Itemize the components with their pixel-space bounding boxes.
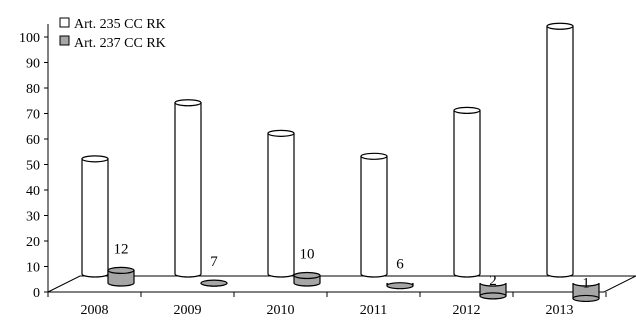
chart-floor — [47, 275, 636, 293]
x-axis: 2008 2009 2010 2011 2012 2013 — [47, 291, 607, 318]
bar-series-1 — [174, 99, 202, 278]
x-tick-label: 2012 — [453, 303, 481, 318]
legend-label-series-1: Art. 235 CC RK — [74, 17, 166, 32]
data-labels: 12 7 10 6 2 1 — [114, 241, 590, 291]
x-tick-label: 2013 — [546, 303, 574, 318]
bar-series-2 — [572, 282, 600, 303]
legend-swatch-series-2 — [59, 35, 70, 46]
bar-series-1-top — [81, 155, 109, 163]
bar-series-2-body — [107, 269, 135, 287]
bar-series-1-body — [546, 25, 574, 278]
y-tick-label: 100 — [19, 31, 40, 46]
bar-series-1-top — [267, 129, 295, 137]
x-tick-label: 2008 — [81, 303, 109, 318]
bar-series-1-top — [360, 152, 388, 160]
bar-series-1 — [267, 129, 295, 278]
data-label: 6 — [396, 257, 404, 273]
x-ticks: 2008 2009 2010 2011 2012 2013 — [47, 292, 607, 318]
y-tick-label: 70 — [26, 108, 40, 123]
y-tick-label: 0 — [33, 286, 40, 301]
y-tick-label: 40 — [26, 184, 40, 199]
bar-series-1-top — [174, 99, 202, 107]
bar-series-1 — [546, 22, 574, 278]
bar-series-2-top — [293, 271, 321, 280]
bar-series-1 — [453, 106, 481, 278]
bar-series-2 — [293, 271, 321, 287]
bar-series-1-top — [546, 22, 574, 30]
y-tick-label: 30 — [26, 210, 40, 225]
bar-series-1-body — [174, 102, 202, 278]
data-label: 10 — [300, 247, 315, 263]
data-label: 12 — [114, 241, 129, 257]
bar-series-2-top — [479, 292, 507, 300]
bar-series-2-top — [200, 279, 228, 287]
bar-series-2 — [107, 266, 135, 287]
x-tick-label: 2010 — [267, 303, 295, 318]
bar-series-2-body — [572, 282, 600, 300]
bar-series-2 — [479, 282, 507, 300]
bar-series-1 — [81, 155, 109, 278]
bar-series-2-top — [107, 266, 135, 274]
bar-series-2 — [386, 282, 414, 290]
bars — [81, 22, 600, 303]
y-tick-label: 60 — [26, 133, 40, 148]
y-tick-label: 10 — [26, 261, 40, 276]
data-label: 7 — [210, 254, 218, 270]
y-ticks: 0 10 20 30 40 50 60 70 80 90 100 — [19, 31, 48, 301]
y-axis: 0 10 20 30 40 50 60 70 80 90 100 — [19, 24, 49, 301]
bar-series-1-top — [453, 106, 481, 115]
legend-label-series-2: Art. 237 CC RK — [74, 36, 166, 51]
y-tick-label: 80 — [26, 82, 40, 97]
legend: Art. 235 CC RK Art. 237 CC RK — [59, 17, 166, 51]
y-tick-label: 20 — [26, 235, 40, 250]
legend-swatch-series-1 — [59, 17, 70, 28]
floor-plane — [47, 275, 636, 293]
bar-series-1-body — [81, 158, 109, 278]
bar-series-1-body — [360, 155, 388, 278]
bar-series-1-body — [267, 132, 295, 278]
bar-series-2-top — [386, 282, 414, 290]
data-label: 1 — [582, 275, 590, 291]
y-tick-label: 90 — [26, 57, 40, 72]
x-tick-label: 2011 — [360, 303, 387, 318]
bar-series-1 — [360, 152, 388, 278]
y-tick-label: 50 — [26, 159, 40, 174]
bar-series-2 — [200, 279, 228, 287]
bar-series-1-body — [453, 109, 481, 278]
x-tick-label: 2009 — [174, 303, 202, 318]
data-label: 2 — [489, 273, 497, 289]
bar-series-2-top — [572, 294, 600, 303]
